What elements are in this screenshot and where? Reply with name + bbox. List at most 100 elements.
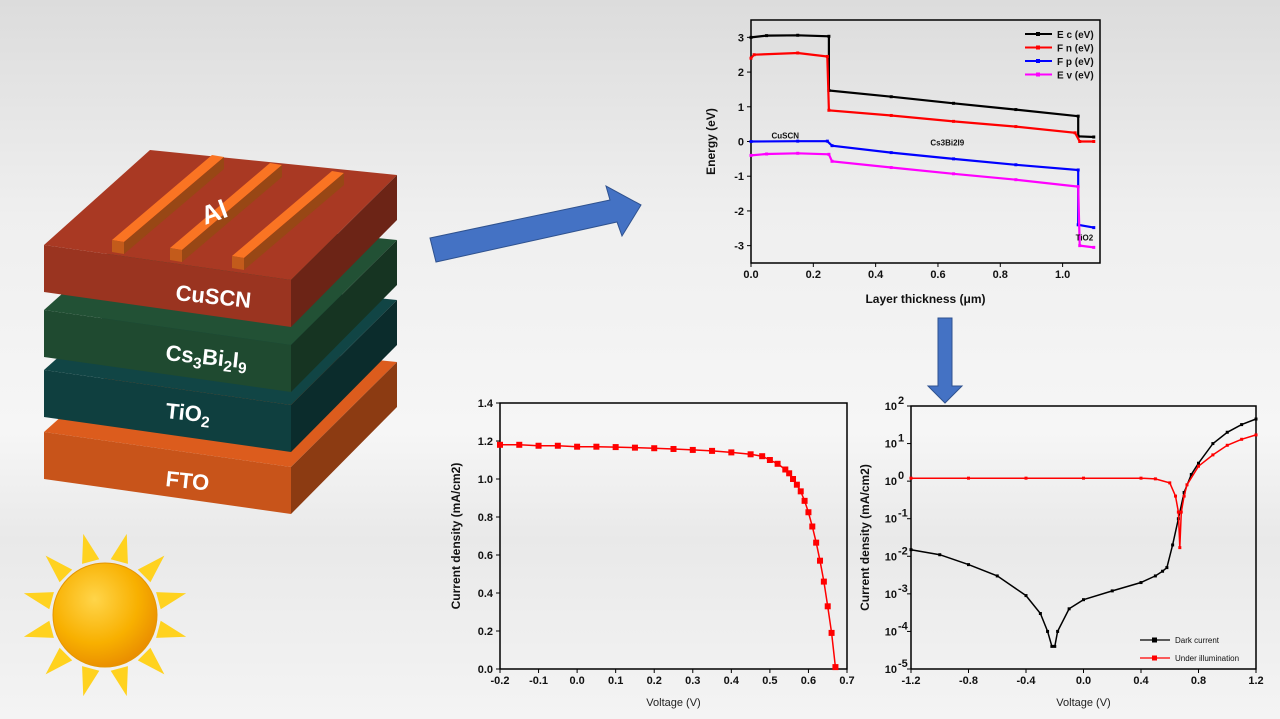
data-point	[832, 664, 839, 671]
y-tick-base: 10	[885, 401, 897, 413]
y-tick-label: 1	[738, 102, 744, 114]
series-dark-current	[909, 417, 1258, 648]
data-point	[1078, 140, 1082, 143]
data-point	[825, 139, 829, 143]
legend-marker	[1152, 637, 1157, 643]
data-point	[827, 108, 831, 112]
data-point	[765, 152, 769, 156]
y-tick-label: 10	[885, 589, 897, 601]
data-point	[1211, 453, 1215, 457]
sun-ray-icon	[156, 620, 187, 638]
y-tick-exponent: -2	[898, 545, 908, 557]
legend-label: Dark current	[1175, 636, 1220, 645]
electrode-top	[232, 171, 344, 258]
data-point	[759, 453, 766, 460]
sun-ray-icon	[82, 533, 100, 564]
data-point	[1211, 442, 1215, 446]
electrode-end	[112, 240, 124, 254]
y-tick-base: 10	[885, 589, 897, 601]
x-tick-label: 1.0	[1055, 269, 1070, 281]
y-tick-label: 3	[738, 32, 744, 44]
y-tick-exponent: 1	[898, 433, 904, 445]
x-tick-label: 0.2	[806, 269, 821, 281]
sun-ray-icon	[137, 555, 165, 583]
y-tick-label: 10	[885, 514, 897, 526]
data-point	[593, 443, 600, 450]
series-line	[750, 51, 1094, 143]
data-point	[709, 447, 716, 454]
y-tick-exponent: -5	[898, 658, 908, 670]
layer-label-part: FTO	[164, 466, 210, 495]
electrode-side	[244, 173, 344, 270]
data-point	[1174, 494, 1177, 498]
arrow-down-icon	[926, 317, 964, 404]
data-point	[909, 548, 913, 552]
data-point	[1024, 594, 1028, 598]
layer-label-part: I	[231, 347, 240, 373]
layer-label-part: 2	[200, 414, 210, 432]
data-point	[1182, 490, 1186, 494]
sun-disc-icon	[52, 562, 158, 668]
sun-ray-icon	[137, 647, 165, 675]
legend-label: F n (eV)	[1057, 44, 1094, 55]
data-point	[670, 445, 677, 452]
x-tick-label: -0.1	[529, 675, 548, 687]
data-point	[827, 152, 831, 156]
sun-ray-icon	[82, 666, 100, 697]
x-tick-label: -0.4	[1017, 675, 1037, 687]
x-tick-label: 0.8	[993, 269, 1008, 281]
data-point	[1176, 510, 1180, 514]
data-point	[1092, 135, 1096, 139]
data-point	[747, 451, 754, 458]
data-point	[889, 95, 893, 99]
data-point	[631, 444, 638, 451]
data-point	[1014, 163, 1018, 167]
legend-label: E c (eV)	[1057, 30, 1094, 41]
x-tick-label: 0.0	[1076, 675, 1091, 687]
series-line	[750, 34, 1094, 139]
sun-icon	[23, 533, 187, 697]
series-line	[910, 418, 1257, 648]
layer-label: TiO2	[164, 398, 212, 432]
data-point	[497, 441, 503, 448]
legend-label: Under illumination	[1175, 654, 1239, 663]
data-point	[1110, 589, 1114, 593]
al-electrodes: Al	[112, 155, 344, 270]
data-point	[938, 553, 942, 557]
jv-curve-chart: -0.2 -0.1 0.0 0.1 0.2 0.3 0.4 0.5 0.6 0.7 0.0 0.2 0.…	[449, 398, 855, 709]
data-point	[813, 539, 820, 546]
data-point	[689, 446, 696, 453]
layer-side-face	[291, 300, 397, 452]
y-tick-exponent: 0	[898, 470, 904, 482]
plot-frame	[499, 402, 848, 670]
data-point	[1225, 430, 1229, 434]
data-point	[809, 523, 816, 530]
layer-label-part: 3	[192, 355, 202, 373]
legend-label: F p (eV)	[1057, 57, 1094, 68]
data-point	[1178, 546, 1182, 550]
electrode-side	[182, 165, 282, 262]
series-e-v-ev-	[749, 151, 1096, 249]
layer-side-face	[291, 362, 397, 514]
y-tick-label: 10	[885, 626, 897, 638]
data-point	[817, 557, 824, 564]
data-point	[995, 574, 999, 578]
layer-front-face	[44, 432, 291, 514]
data-point	[774, 460, 781, 467]
data-point	[1139, 476, 1143, 480]
data-point	[1050, 644, 1054, 648]
data-point	[1014, 108, 1018, 112]
data-point	[1076, 185, 1080, 189]
data-point	[952, 101, 956, 105]
y-tick-label: 0.4	[478, 588, 494, 600]
data-point	[952, 157, 956, 161]
electrode-top	[112, 155, 224, 242]
x-tick-label: 0.7	[839, 675, 854, 687]
y-tick-label: 1.4	[478, 398, 494, 410]
y-tick-label: 10	[885, 476, 897, 488]
data-point	[952, 172, 956, 176]
data-point	[749, 153, 753, 157]
data-point	[612, 444, 619, 451]
y-tick-base: 10	[885, 439, 897, 451]
